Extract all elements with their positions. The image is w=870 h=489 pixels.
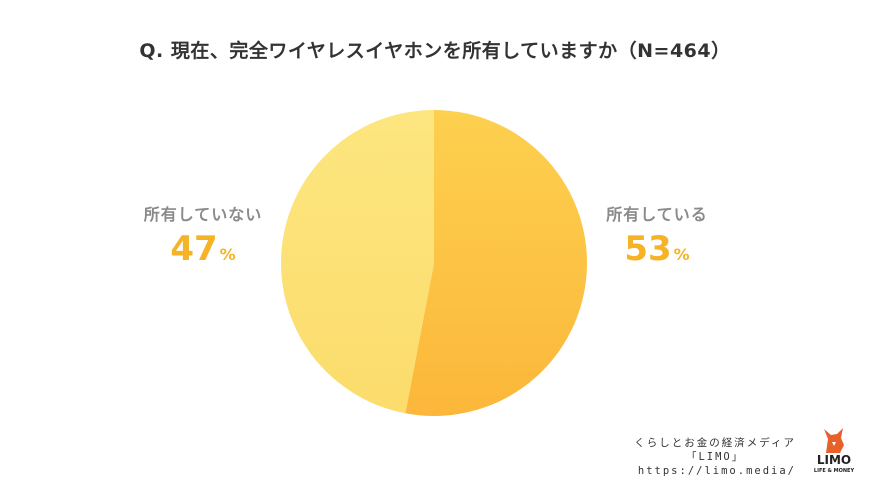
footer-credit: くらしとお金の経済メディア 「LIMO」 https://limo.media/ (634, 436, 796, 478)
footer-brand: 「LIMO」 (685, 451, 745, 463)
pie-slice (405, 110, 587, 416)
slice-value: 53 (624, 229, 672, 269)
slice-label-name: 所有していない (143, 205, 263, 224)
percent-unit: % (673, 245, 690, 264)
footer-tagline: くらしとお金の経済メディア (634, 437, 796, 449)
slice-label-percent: 53% (592, 229, 722, 269)
logo-word: LIMO (816, 453, 852, 467)
percent-unit: % (219, 245, 236, 264)
footer-url: https://limo.media/ (637, 465, 796, 477)
slice-label-name: 所有している (606, 205, 708, 224)
chart-title: Q. 現在、完全ワイヤレスイヤホンを所有していますか（N=464） (139, 40, 731, 62)
slice-label-not-owned: 所有していない 47% (128, 201, 278, 269)
logo-subtitle: LIFE & MONEY (813, 468, 855, 474)
limo-fox-logo-icon (824, 428, 844, 453)
slice-value: 47 (170, 229, 218, 269)
pie-slice (281, 110, 434, 414)
slice-label-percent: 47% (128, 229, 278, 269)
limo-logo: LIMO LIFE & MONEY (810, 425, 858, 477)
slice-label-owned: 所有している 53% (592, 201, 722, 269)
